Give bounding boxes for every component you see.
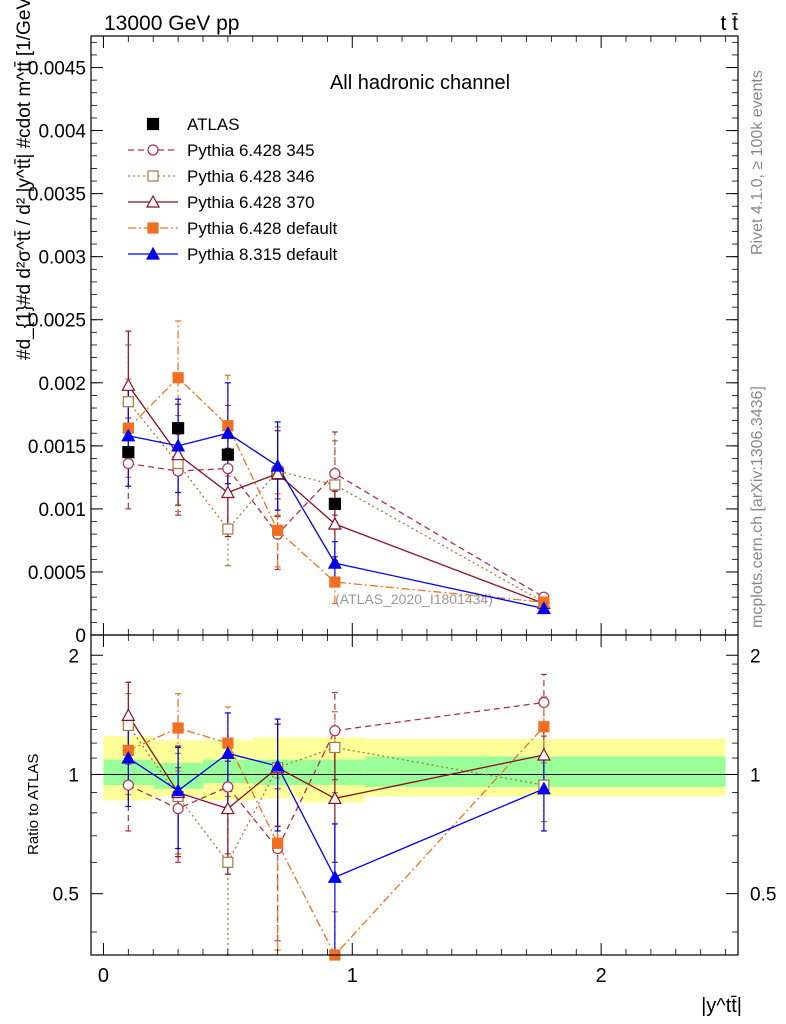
marker-triangle	[171, 447, 186, 461]
marker-triangle	[145, 194, 161, 208]
ratio-band-inner	[302, 759, 365, 786]
marker-square	[538, 721, 550, 733]
marker-triangle	[121, 428, 136, 442]
legend-label: Pythia 8.315 default	[187, 245, 338, 264]
x-tick-label: 0	[98, 965, 109, 987]
side-label-top: Rivet 4.1.0, ≥ 100k events	[749, 70, 766, 255]
x-tick-label: 1	[347, 965, 358, 987]
marker-circle	[538, 696, 550, 709]
marker-circle	[122, 457, 134, 470]
marker-square	[272, 524, 284, 536]
ratio-tick-label: 1	[68, 765, 79, 786]
marker-square	[122, 719, 134, 732]
marker-circle	[222, 781, 234, 793]
ratio-line	[128, 701, 544, 850]
marker-triangle	[121, 708, 136, 721]
marker-triangle	[327, 791, 342, 805]
x-axis-label: |y^tt̄|	[701, 995, 742, 1017]
marker-square	[221, 448, 234, 461]
legend-label: Pythia 6.428 370	[187, 193, 315, 212]
y-tick-label: 0	[75, 626, 86, 647]
marker-square	[171, 422, 185, 435]
marker-triangle	[327, 870, 342, 883]
ratio-tick-label: 2	[68, 646, 79, 667]
marker-triangle	[171, 438, 186, 452]
y-tick-label: 0.001	[38, 500, 86, 521]
marker-triangle	[536, 747, 551, 761]
analysis-label: (ATLAS_2020_I1801434)	[335, 591, 493, 607]
marker-triangle	[220, 746, 235, 760]
y-tick-label: 0.0025	[28, 311, 86, 332]
ratio-tick-label-right: 1	[750, 765, 761, 786]
marker-square	[146, 117, 160, 131]
marker-square	[147, 170, 159, 182]
ratio-axis-label: Ratio to ATLAS	[25, 754, 42, 855]
marker-square	[329, 479, 341, 491]
y-tick-label: 0.004	[38, 122, 86, 143]
series-line	[128, 432, 545, 610]
marker-triangle	[121, 378, 136, 391]
marker-square	[328, 497, 341, 510]
side-label-bottom: mcplots.cern.ch [arXiv:1306.3436]	[749, 386, 766, 628]
y-tick-label: 0.0045	[28, 59, 86, 80]
marker-triangle	[220, 425, 235, 439]
legend-label: Pythia 6.428 default	[187, 219, 338, 238]
marker-circle	[222, 462, 234, 475]
marker-triangle	[220, 485, 235, 499]
header-right: t t̄	[720, 12, 738, 35]
marker-square	[329, 576, 341, 588]
marker-triangle	[145, 246, 161, 260]
ratio-line	[127, 752, 545, 879]
series-line	[127, 401, 545, 603]
y-tick-label: 0.0015	[28, 437, 86, 458]
ratio-line	[127, 715, 545, 810]
ratio-tick-label-right: 2	[750, 646, 761, 667]
marker-square	[122, 446, 135, 459]
header-left: 13000 GeV pp	[104, 12, 239, 35]
marker-square	[272, 837, 284, 849]
marker-circle	[122, 779, 134, 791]
ratio-plot-frame	[90, 634, 739, 956]
marker-circle	[147, 144, 159, 156]
marker-square	[172, 372, 184, 384]
y-tick-label: 0.0035	[28, 185, 86, 206]
marker-triangle	[327, 516, 342, 530]
x-tick-label: 2	[596, 965, 607, 987]
ratio-tick-label-right: 0.5	[750, 885, 776, 906]
legend-label: ATLAS	[187, 115, 240, 134]
marker-circle	[172, 802, 184, 815]
marker-triangle	[536, 601, 551, 615]
marker-square	[222, 523, 234, 535]
marker-square	[122, 396, 134, 408]
series-line	[127, 384, 545, 605]
marker-triangle	[270, 458, 285, 472]
y-tick-label: 0.003	[38, 248, 86, 269]
series-line	[127, 376, 544, 603]
y-tick-label: 0.0005	[28, 563, 86, 584]
marker-triangle	[270, 758, 285, 772]
marker-triangle	[270, 466, 285, 480]
marker-square	[329, 741, 341, 754]
legend-label: Pythia 6.428 346	[187, 167, 315, 186]
marker-circle	[329, 725, 341, 737]
marker-triangle	[220, 801, 235, 815]
ratio-line	[128, 726, 545, 957]
marker-square	[172, 722, 184, 734]
marker-circle	[329, 467, 341, 480]
y-tick-label: 0.002	[38, 374, 86, 395]
y-axis-label: #d_{1}#d d²σ^tt̄ / d² |y^tt̄| #cdot m^tt…	[14, 0, 35, 360]
marker-triangle	[327, 555, 342, 569]
marker-triangle	[121, 750, 136, 764]
marker-square	[222, 856, 234, 868]
marker-triangle	[536, 781, 551, 795]
chart-title: All hadronic channel	[330, 72, 510, 94]
ratio-tick-label: 0.5	[53, 885, 79, 906]
marker-square	[147, 222, 159, 234]
marker-triangle	[171, 783, 186, 797]
legend-label: Pythia 6.428 345	[187, 141, 315, 160]
series-line	[128, 462, 545, 598]
